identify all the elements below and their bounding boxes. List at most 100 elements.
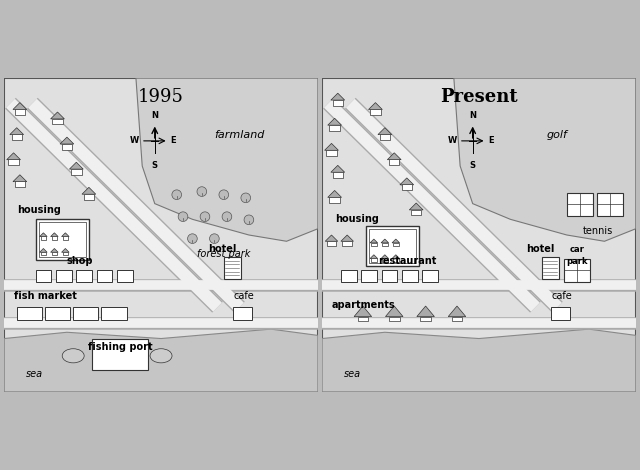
Polygon shape <box>400 178 413 185</box>
Bar <box>97 269 113 282</box>
Bar <box>342 241 352 246</box>
Polygon shape <box>392 239 399 243</box>
Bar <box>326 150 337 156</box>
Polygon shape <box>6 153 20 160</box>
Text: tennis: tennis <box>583 226 613 235</box>
Bar <box>420 317 431 321</box>
Bar <box>362 269 377 282</box>
Bar <box>330 197 340 203</box>
Bar <box>63 236 68 240</box>
Polygon shape <box>61 249 69 252</box>
Bar <box>551 307 570 320</box>
Bar <box>366 226 419 266</box>
Bar <box>40 252 46 255</box>
Bar <box>371 258 377 261</box>
Circle shape <box>244 215 253 225</box>
Polygon shape <box>69 162 83 169</box>
Polygon shape <box>61 233 69 236</box>
Polygon shape <box>392 255 399 258</box>
Bar <box>8 159 19 165</box>
Bar <box>411 210 421 215</box>
Text: sea: sea <box>344 369 361 379</box>
Text: cafe: cafe <box>551 291 572 301</box>
Bar <box>15 109 25 115</box>
Polygon shape <box>387 153 401 160</box>
Text: Present: Present <box>440 87 518 106</box>
Circle shape <box>241 193 251 203</box>
Circle shape <box>219 190 228 200</box>
Text: forest park: forest park <box>197 249 250 259</box>
Bar <box>564 258 590 282</box>
Bar <box>12 134 22 140</box>
Polygon shape <box>381 255 388 258</box>
Polygon shape <box>328 118 342 125</box>
Circle shape <box>200 212 210 221</box>
Circle shape <box>178 212 188 221</box>
Polygon shape <box>40 233 47 236</box>
Bar <box>381 269 397 282</box>
Text: shop: shop <box>67 256 93 266</box>
Bar <box>371 109 381 115</box>
Ellipse shape <box>150 349 172 363</box>
Polygon shape <box>4 329 318 392</box>
Bar <box>76 269 92 282</box>
Bar <box>40 236 46 240</box>
Text: car: car <box>570 245 584 254</box>
Circle shape <box>222 212 232 221</box>
Polygon shape <box>331 93 345 100</box>
Polygon shape <box>328 190 342 197</box>
Bar <box>596 193 623 216</box>
Polygon shape <box>341 235 353 241</box>
Polygon shape <box>60 137 74 144</box>
Bar <box>36 219 89 260</box>
Bar <box>45 307 70 320</box>
Bar <box>52 252 57 255</box>
Bar <box>71 169 81 175</box>
Bar <box>36 269 51 282</box>
Bar <box>101 307 127 320</box>
Polygon shape <box>354 306 372 317</box>
Polygon shape <box>51 233 58 236</box>
Text: restaurant: restaurant <box>378 256 437 266</box>
Text: hotel: hotel <box>526 244 554 254</box>
Bar <box>402 184 412 190</box>
Bar <box>371 243 377 246</box>
Bar <box>56 269 72 282</box>
Bar <box>92 338 148 370</box>
Ellipse shape <box>62 349 84 363</box>
Polygon shape <box>13 102 27 110</box>
Bar <box>52 118 63 125</box>
Text: fish market: fish market <box>13 291 76 301</box>
Text: fishing port: fishing port <box>88 342 152 352</box>
Polygon shape <box>378 128 392 134</box>
Polygon shape <box>410 203 423 210</box>
Text: E: E <box>170 136 176 145</box>
Polygon shape <box>417 306 435 317</box>
Bar <box>452 317 462 321</box>
Polygon shape <box>324 143 339 150</box>
Text: cafe: cafe <box>233 291 254 301</box>
Polygon shape <box>82 188 96 194</box>
Text: W: W <box>448 136 457 145</box>
Bar <box>61 144 72 149</box>
Text: housing: housing <box>17 205 61 215</box>
Bar <box>117 269 133 282</box>
Bar <box>330 125 340 131</box>
Polygon shape <box>325 235 338 241</box>
Text: apartments: apartments <box>332 300 395 310</box>
Bar <box>17 307 42 320</box>
Bar <box>73 307 99 320</box>
Text: farmland: farmland <box>214 130 265 140</box>
Circle shape <box>172 190 182 200</box>
Bar <box>233 307 252 320</box>
Text: W: W <box>130 136 140 145</box>
Bar <box>422 269 438 282</box>
Bar <box>84 194 94 200</box>
Polygon shape <box>10 128 24 134</box>
Text: E: E <box>488 136 494 145</box>
Bar <box>341 269 356 282</box>
Bar <box>389 317 399 321</box>
Polygon shape <box>385 306 403 317</box>
Text: park: park <box>566 258 588 266</box>
Text: hotel: hotel <box>208 244 236 254</box>
